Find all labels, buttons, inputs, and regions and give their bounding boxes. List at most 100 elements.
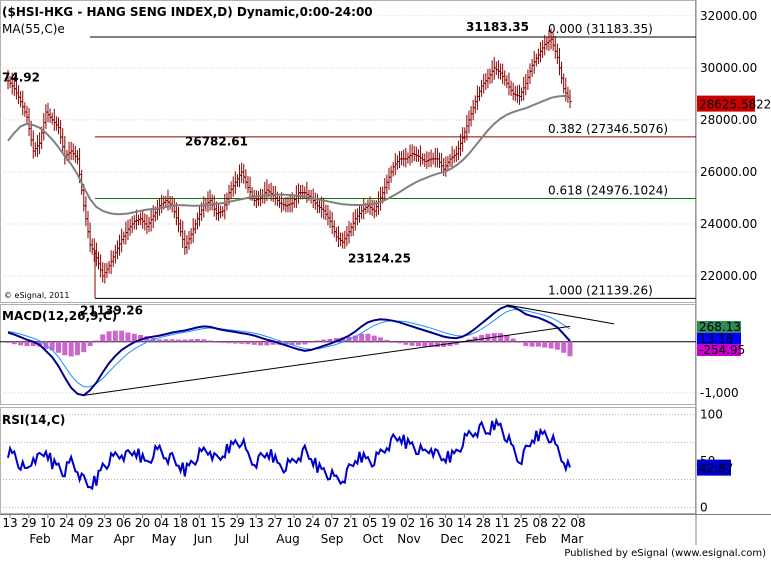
macd-histogram-bar [188, 339, 194, 342]
macd-histogram-bar [11, 341, 17, 345]
macd-histogram-bar [68, 341, 74, 357]
macd-histogram-bar [548, 341, 554, 349]
price-y-tick-label: 24000.00 [700, 217, 757, 231]
x-day-label: 11 [495, 516, 510, 530]
rsi-title: RSI(14,C) [2, 413, 65, 427]
macd-histogram-bar [359, 333, 365, 342]
macd-histogram-bar [74, 341, 80, 356]
price-annotation: 23124.25 [348, 252, 411, 266]
macd-histogram-bar [333, 338, 339, 342]
macd-histogram-bar [169, 339, 175, 342]
x-day-label: 24 [59, 516, 74, 530]
price-annotation: 74.92 [2, 70, 40, 84]
price-layer: 22000.00 24000.00 26000.00 28000.00 30000.00… [0, 9, 771, 317]
ma55-line [7, 94, 571, 216]
macd-histogram-bar [378, 337, 384, 342]
macd-histogram-bar [131, 333, 137, 342]
x-month-label: Mar [561, 532, 584, 546]
macd-histogram-bar [542, 341, 548, 348]
macd-histogram-bar [245, 341, 251, 345]
macd-histogram-bar [510, 338, 516, 342]
x-month-label: Apr [114, 532, 135, 546]
price-annotation: 26782.61 [185, 135, 248, 149]
macd-histogram-bar [144, 336, 150, 342]
macd-histogram-bar [384, 339, 390, 342]
x-day-label: 04 [154, 516, 169, 530]
x-month-label: Jun [193, 532, 213, 546]
macd-value-label: -254.95 [699, 343, 745, 357]
macd-histogram-bar [239, 341, 245, 344]
x-month-label: Dec [440, 532, 463, 546]
price-y-tick-label: 32000.00 [700, 9, 757, 23]
macd-histogram-bar [106, 331, 112, 342]
rsi-value-label: 42.87 [699, 462, 733, 476]
macd-histogram-bar [289, 341, 295, 345]
macd-histogram-bar [554, 341, 560, 350]
macd-histogram-bar [516, 341, 522, 343]
macd-histogram-bar [453, 341, 459, 345]
x-day-label: 29 [230, 516, 245, 530]
macd-histogram-bar [213, 341, 219, 343]
macd-histogram-bar [352, 335, 358, 342]
macd-histogram-bar [24, 341, 30, 347]
fib-level-label: 0.000 (31183.35) [548, 22, 653, 36]
price-annotation: 31183.35 [466, 20, 529, 34]
macd-histogram-bar [403, 341, 409, 345]
macd-histogram-bar [561, 341, 567, 353]
last-price-suffix: 22 [756, 98, 771, 112]
macd-histogram-bar [270, 341, 276, 345]
macd-value-tag [697, 333, 741, 345]
macd-divergence-trendline [506, 304, 615, 325]
macd-histogram-bar [251, 341, 257, 345]
macd-histogram-bar [30, 341, 36, 347]
rsi-y-tick-label: 0 [700, 500, 708, 514]
x-day-label: 21 [343, 516, 358, 530]
x-day-label: 05 [362, 516, 377, 530]
macd-histogram-bar [302, 341, 308, 345]
macd-histogram-bar [100, 334, 106, 342]
macd-histogram-bar [232, 341, 238, 344]
fib-level-label: 0.618 (24976.1024) [548, 184, 668, 198]
macd-value-label: 13.18 [699, 332, 733, 346]
rsi-value-tag [697, 459, 731, 476]
last-price-tag [697, 95, 755, 112]
macd-histogram-bar [535, 341, 541, 347]
macd-histogram-bar [314, 340, 320, 342]
macd-histogram-bar [201, 339, 207, 342]
macd-histogram-bar [504, 334, 510, 342]
macd-y-tick-label: -1,000 [700, 386, 739, 400]
macd-histogram-bar [49, 341, 55, 351]
x-day-label: 16 [419, 516, 434, 530]
x-month-label: May [152, 532, 177, 546]
macd-histogram-bar [460, 341, 466, 343]
rsi-panel-frame [0, 407, 696, 514]
macd-title: MACD(12,26,9,C) [2, 309, 117, 323]
macd-histogram-bar [163, 339, 169, 342]
x-day-label: 25 [514, 516, 529, 530]
x-day-label: 27 [267, 516, 282, 530]
macd-signal-line [7, 309, 571, 388]
macd-histogram-bar [81, 341, 87, 353]
last-price-label: 28625.58 [699, 98, 756, 112]
macd-histogram-bar [220, 341, 226, 343]
macd-histogram-bar [194, 338, 200, 342]
macd-histogram-bar [56, 341, 62, 353]
x-day-label: 02 [400, 516, 415, 530]
x-month-label: Oct [363, 532, 384, 546]
macd-histogram-bar [18, 341, 24, 346]
price-y-tick-label: 28000.00 [700, 113, 757, 127]
x-month-label: Feb [525, 532, 546, 546]
macd-histogram-bar [258, 341, 264, 346]
x-month-label: Sep [321, 532, 344, 546]
x-day-label: 29 [21, 516, 36, 530]
macd-histogram-bar [87, 341, 93, 347]
macd-histogram-bar [157, 339, 163, 342]
macd-histogram-bar [5, 341, 11, 343]
price-y-tick-label: 22000.00 [700, 269, 757, 283]
macd-histogram-bar [371, 335, 377, 342]
x-day-label: 18 [173, 516, 188, 530]
macd-histogram-bar [93, 340, 99, 342]
x-day-label: 15 [211, 516, 226, 530]
x-day-label: 24 [305, 516, 320, 530]
